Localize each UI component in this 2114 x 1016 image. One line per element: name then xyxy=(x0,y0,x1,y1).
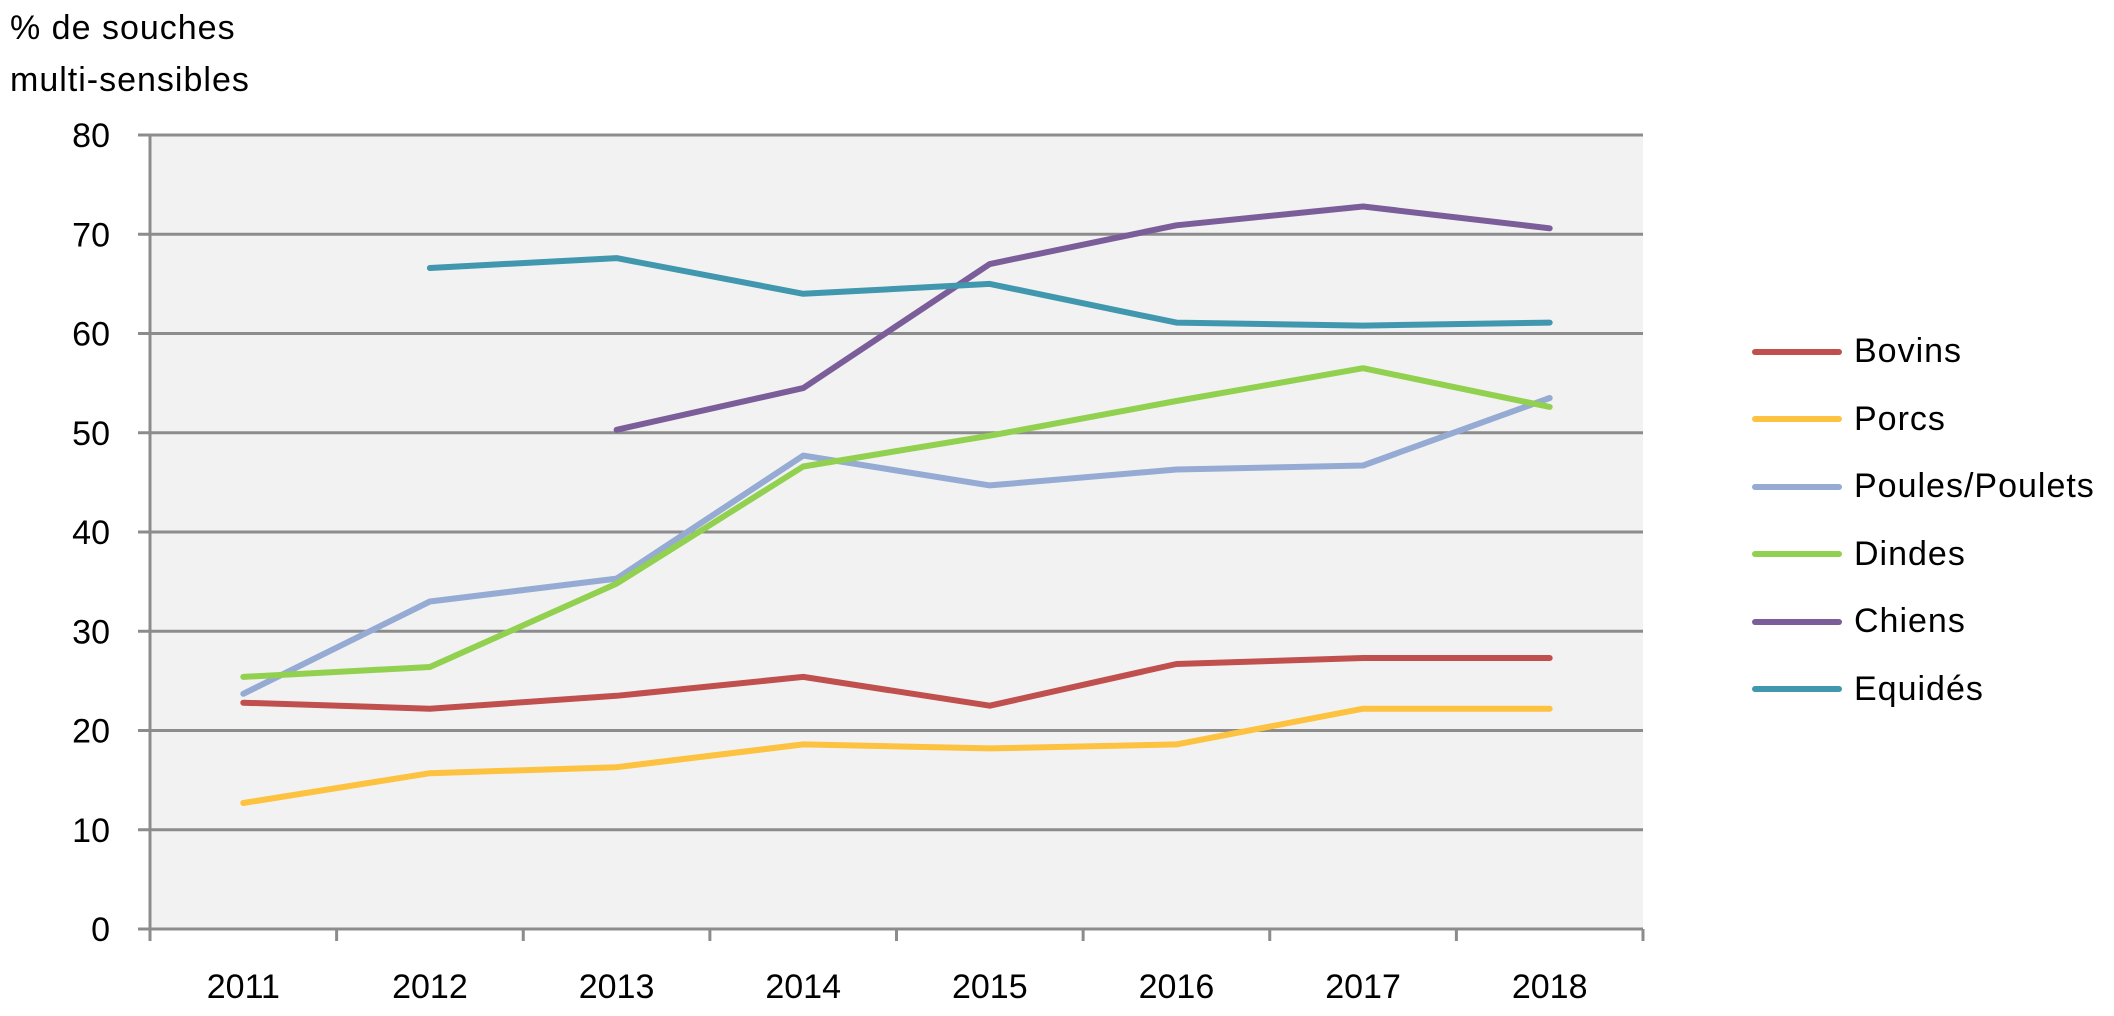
legend-item: Chiens xyxy=(1752,588,2095,656)
legend-swatch xyxy=(1752,348,1842,355)
legend-label: Chiens xyxy=(1854,602,1966,641)
y-tick-label: 10 xyxy=(72,812,110,850)
legend-label: Poules/Poulets xyxy=(1854,467,2095,506)
grid-lines xyxy=(150,133,1643,832)
legend-label: Bovins xyxy=(1854,332,1963,371)
y-tick-label: 60 xyxy=(72,316,110,354)
x-tick-label: 2015 xyxy=(952,968,1028,1006)
legend: Bovins Porcs Poules/Poulets Dindes Chiens Equ… xyxy=(1752,318,2095,723)
y-tick-label: 70 xyxy=(72,216,110,254)
x-tick-label: 2011 xyxy=(207,968,280,1006)
series-line-chiens xyxy=(613,203,1553,433)
series-lines xyxy=(240,203,1553,806)
legend-swatch xyxy=(1752,483,1842,490)
y-tick-label: 80 xyxy=(72,117,110,155)
y-tick-label: 40 xyxy=(72,514,110,552)
legend-swatch xyxy=(1752,551,1842,558)
legend-item: Bovins xyxy=(1752,318,2095,386)
x-tick-label: 2014 xyxy=(765,968,841,1006)
y-axis-label: % de souches multi-sensibles xyxy=(10,9,250,99)
legend-item: Equidés xyxy=(1752,656,2095,724)
legend-label: Porcs xyxy=(1854,399,1946,438)
x-tick-labels: 2011 2012 2013 2014 2015 2016 2017 2018 xyxy=(207,968,1588,1006)
x-tick-label: 2017 xyxy=(1325,968,1401,1006)
series-line-porcs xyxy=(240,705,1553,806)
series-line-equid-s xyxy=(426,255,1553,329)
x-tick-label: 2016 xyxy=(1139,968,1215,1006)
legend-swatch xyxy=(1752,416,1842,423)
x-tick-label: 2013 xyxy=(579,968,655,1006)
legend-item: Porcs xyxy=(1752,386,2095,454)
y-tick-label: 0 xyxy=(91,911,110,949)
y-tick-label: 30 xyxy=(72,613,110,651)
y-tick-label: 50 xyxy=(72,415,110,453)
y-tick-label: 20 xyxy=(72,713,110,751)
legend-swatch xyxy=(1752,618,1842,625)
axes xyxy=(138,133,1645,941)
legend-label: Equidés xyxy=(1854,669,1984,708)
y-tick-labels: 0 10 20 30 40 50 60 70 80 xyxy=(72,117,110,949)
x-tick-label: 2018 xyxy=(1512,968,1588,1006)
series-line-poules-poulets xyxy=(240,395,1553,697)
x-tick-label: 2012 xyxy=(392,968,468,1006)
legend-item: Dindes xyxy=(1752,521,2095,589)
legend-swatch xyxy=(1752,686,1842,693)
legend-label: Dindes xyxy=(1854,534,1966,573)
series-line-bovins xyxy=(240,655,1553,712)
legend-item: Poules/Poulets xyxy=(1752,453,2095,521)
series-line-dindes xyxy=(240,365,1553,680)
